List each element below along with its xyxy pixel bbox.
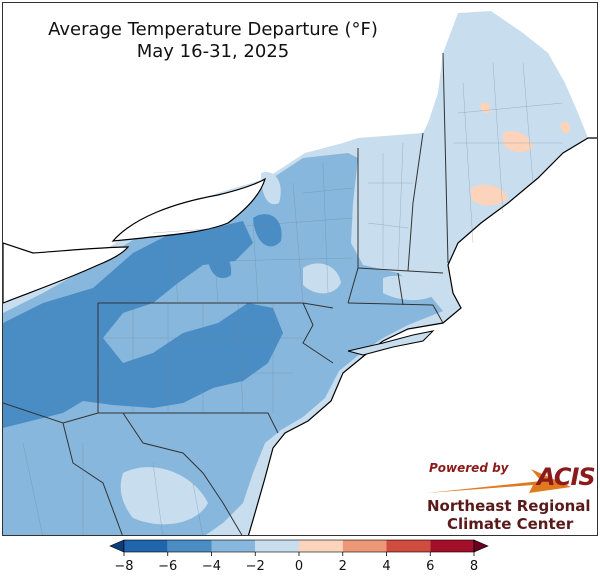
map-frame: Average Temperature Departure (°F) May 1… xyxy=(2,2,598,536)
colorbar-tick-label: 0 xyxy=(295,559,303,574)
colorbar-extend-low-arrow xyxy=(109,539,125,553)
map-subtitle-date-range: May 16-31, 2025 xyxy=(136,41,290,62)
departure-area-0-2 xyxy=(471,184,508,206)
acis-swoosh-icon xyxy=(427,469,571,493)
logo-org-line2: Climate Center xyxy=(447,515,574,533)
colorbar-segment xyxy=(255,540,299,552)
colorbar-segment xyxy=(299,540,343,552)
logo-acis: ACIS xyxy=(537,463,596,491)
departure-area-0-2 xyxy=(560,121,571,134)
colorbar-segment xyxy=(430,540,474,552)
colorbar-tick-label: 8 xyxy=(470,559,478,574)
departure-area-0-2 xyxy=(503,130,533,153)
colorbar-tick-label: 4 xyxy=(382,559,390,574)
colorbar-segment xyxy=(211,540,256,552)
colorbar-tick-label: 2 xyxy=(339,559,347,574)
colorbar-segment xyxy=(124,540,168,552)
lake-ontario xyxy=(111,177,266,242)
colorbar-tick-label: −6 xyxy=(158,559,177,574)
departure-area-minus6-minus4 xyxy=(253,214,282,247)
logo-powered-by: Powered by xyxy=(429,461,509,475)
state-boundaries xyxy=(3,52,449,535)
departure-area-minus6-minus4 xyxy=(208,253,232,279)
colorbar-segment xyxy=(342,540,387,552)
colorbar-segment xyxy=(386,540,431,552)
county-boundaries xyxy=(22,62,564,535)
nrcc-logo: Powered by ACIS Northeast Regional Clima… xyxy=(421,459,597,535)
colorbar-tick-label: −2 xyxy=(246,559,265,574)
departure-area-minus2-0 xyxy=(383,275,435,301)
colorbar-tick-label: 6 xyxy=(426,559,434,574)
colorbar-tick-label: −8 xyxy=(114,559,133,574)
lake-erie xyxy=(3,242,130,304)
map-title: Average Temperature Departure (°F) xyxy=(48,19,378,40)
long-island xyxy=(347,330,435,356)
temperature-map xyxy=(3,11,597,535)
colorbar-legend: −8 −6 −4 −2 0 2 4 6 8 xyxy=(109,539,489,574)
departure-area-minus2-0 xyxy=(303,263,341,294)
colorbar-segment xyxy=(167,540,212,552)
colorbar-tick-label: −4 xyxy=(202,559,221,574)
colorbar-extend-high-arrow xyxy=(473,539,489,553)
logo-org-line1: Northeast Regional xyxy=(427,497,591,515)
departure-area-minus2-0 xyxy=(120,467,208,525)
departure-area-minus6-minus4 xyxy=(3,221,283,428)
departure-area-minus2-0 xyxy=(261,172,281,205)
